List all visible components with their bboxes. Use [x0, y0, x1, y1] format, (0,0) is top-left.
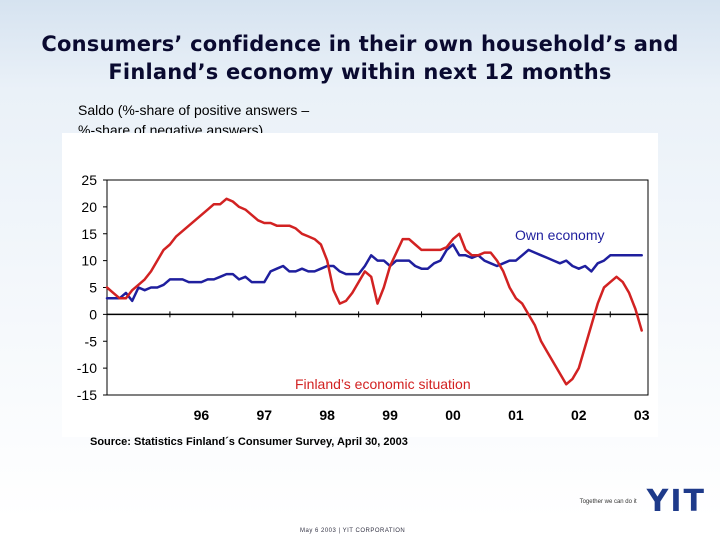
line-chart: 25 20 15 10 5 0 -5 -10 -15 96 97 98 99 00 01 02 03 Own ec…	[77, 172, 650, 423]
y-tick-label: 5	[89, 280, 97, 296]
series-line-own-economy	[105, 243, 643, 303]
company-logo: YIT	[646, 484, 706, 519]
y-axis-label-line-1: Saldo (%-share of positive answers –	[78, 102, 310, 118]
chart-panel: 25 20 15 10 5 0 -5 -10 -15 96 97 98 99 00 01 02 03 Own ec…	[62, 133, 658, 437]
footer-brand: Together we can do it YIT	[580, 484, 706, 519]
y-tick-label: -15	[77, 387, 97, 403]
series-line-finland-economy	[105, 197, 643, 386]
x-tick-label: 97	[256, 407, 272, 423]
y-tick-label: -5	[85, 333, 98, 349]
x-tick-label: 01	[508, 407, 524, 423]
annotation-own-economy: Own economy	[515, 227, 604, 243]
x-tick-label: 03	[634, 407, 650, 423]
footer-date-line: May 6 2003 | YIT CORPORATION	[300, 528, 406, 534]
x-tick-label: 98	[319, 407, 335, 423]
plot-frame	[106, 179, 649, 396]
slide-title-line-1: Consumers’ confidence in their own house…	[41, 32, 679, 56]
annotation-finland-economy: Finland’s economic situation	[295, 376, 471, 392]
y-tick-label: 20	[81, 199, 97, 215]
y-tick-label: 25	[81, 172, 97, 188]
slide-title: Consumers’ confidence in their own house…	[0, 30, 720, 86]
y-tick-label: 10	[81, 253, 97, 269]
x-tick-label: 02	[571, 407, 587, 423]
x-tick-label: 99	[382, 407, 398, 423]
y-tick-label: -10	[77, 360, 97, 376]
x-tick-label: 00	[445, 407, 461, 423]
slide-title-line-2: Finland’s economy within next 12 months	[108, 60, 612, 84]
source-note: Source: Statistics Finland´s Consumer Su…	[90, 436, 408, 448]
x-tick-label: 96	[194, 407, 210, 423]
slogan: Together we can do it	[579, 498, 637, 505]
y-tick-label: 15	[81, 226, 97, 242]
y-tick-label: 0	[89, 306, 97, 322]
